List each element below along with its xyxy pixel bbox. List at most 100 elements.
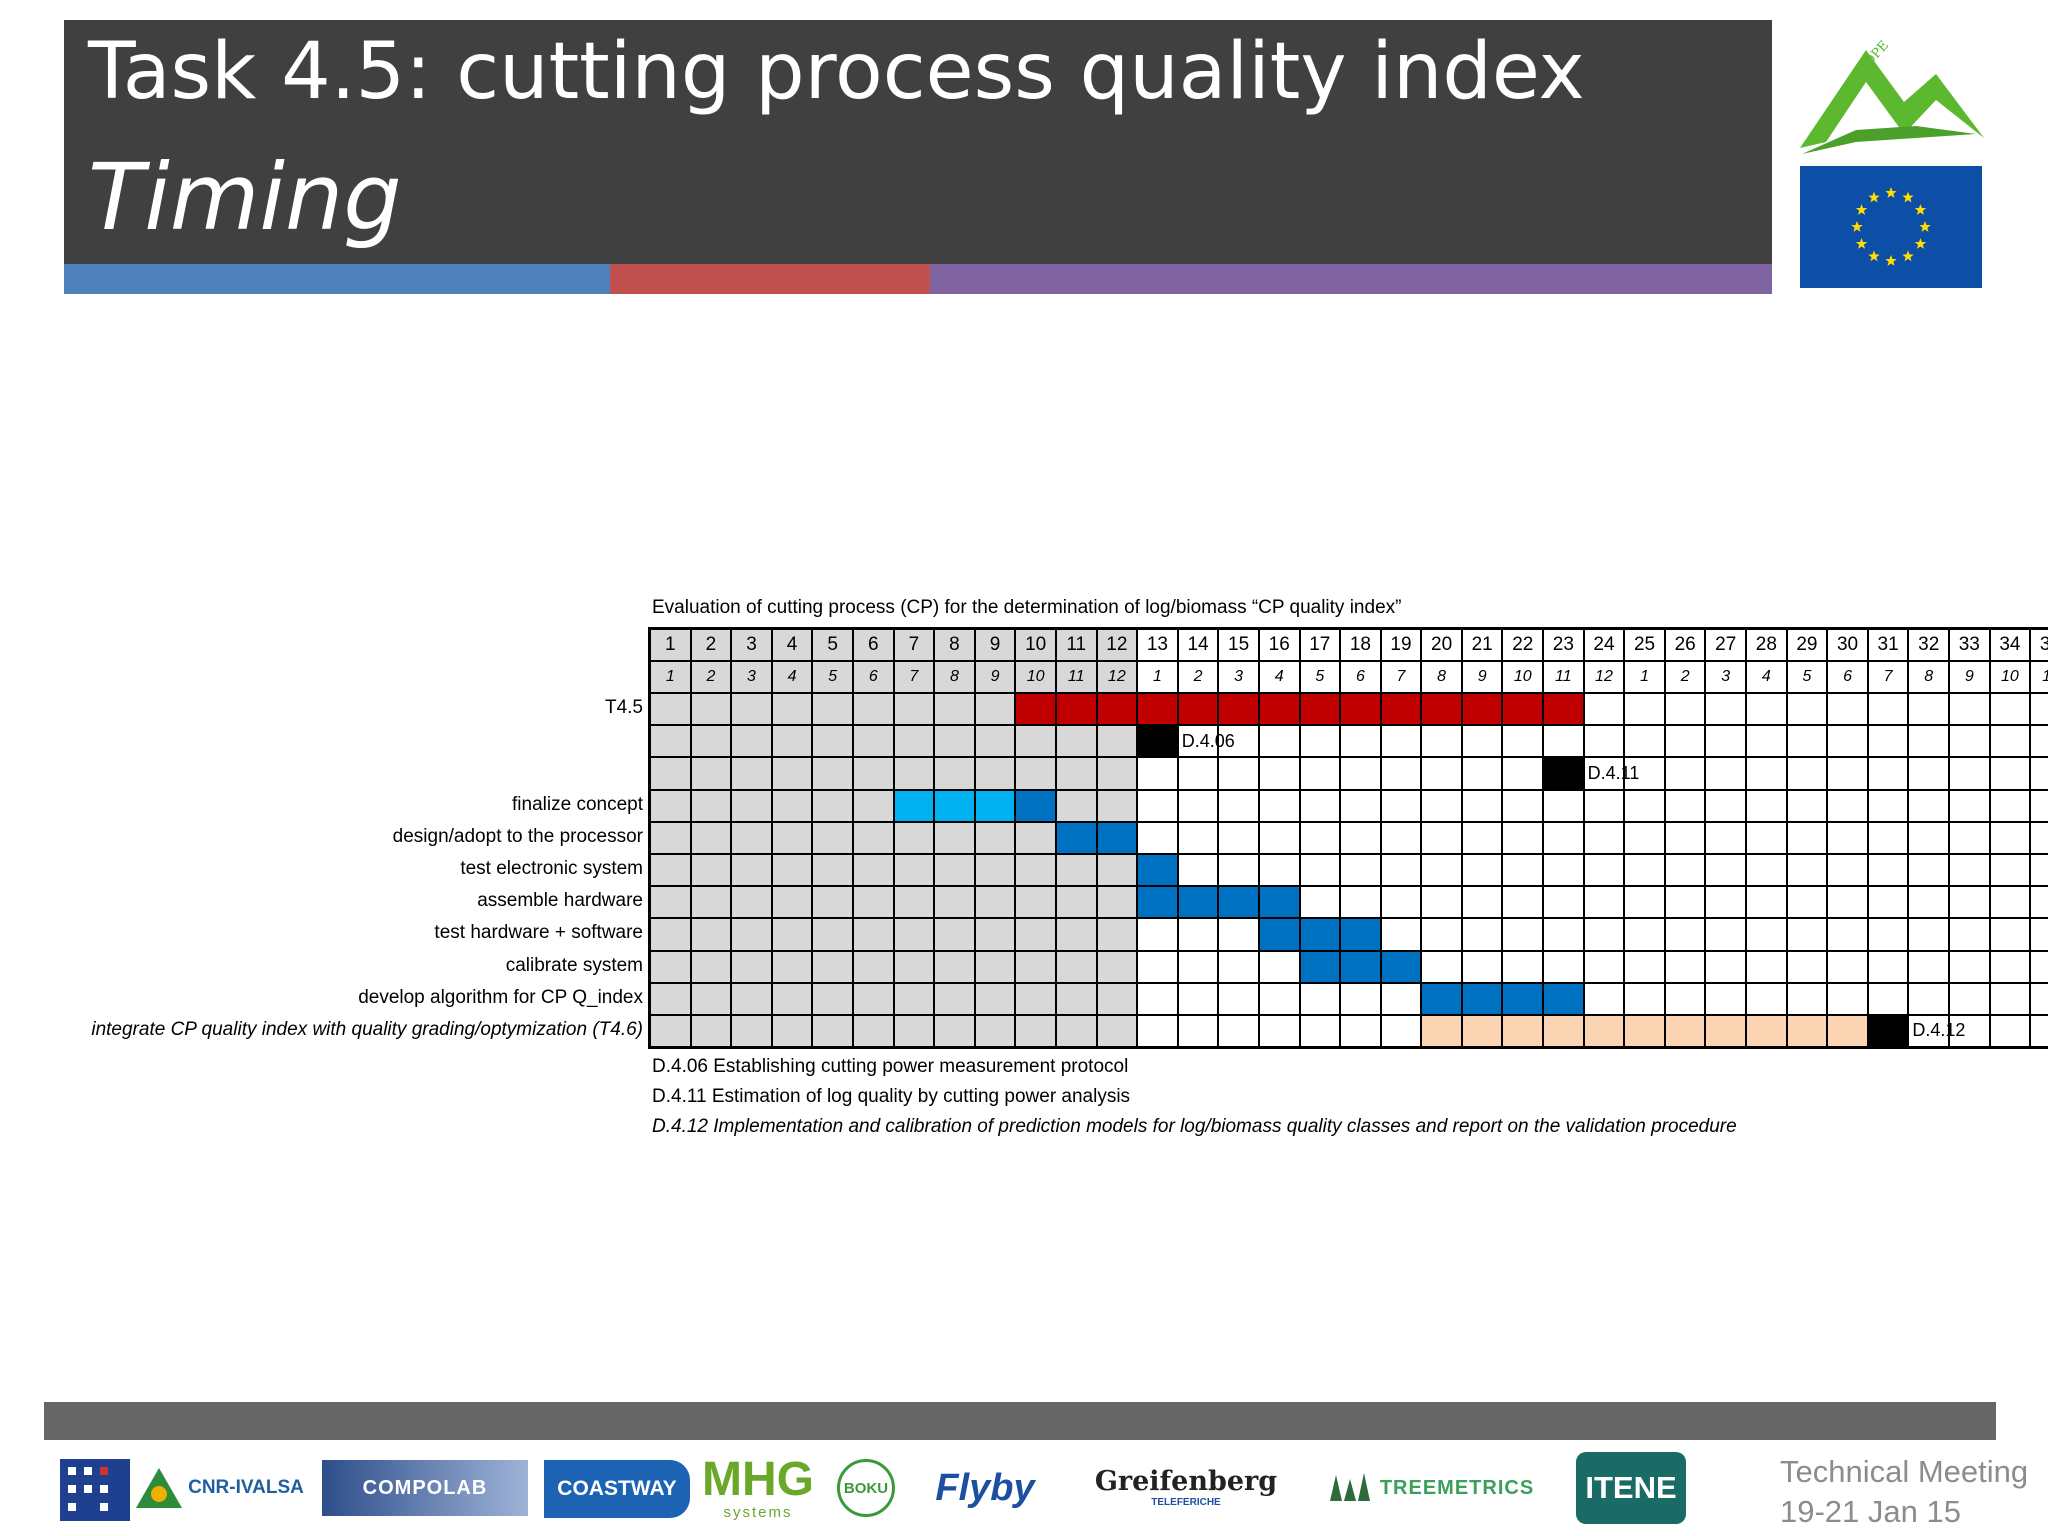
gantt-cell bbox=[1909, 919, 1948, 950]
gantt-cell bbox=[1584, 854, 1624, 886]
gantt-cell bbox=[691, 951, 731, 982]
gantt-cell bbox=[935, 983, 974, 1014]
gantt-cell bbox=[1909, 790, 1948, 821]
gantt-cell bbox=[1625, 983, 1664, 1014]
gantt-bar-red bbox=[1178, 694, 1218, 725]
gantt-cell bbox=[732, 983, 771, 1014]
month-of-year-header: 8 bbox=[1909, 662, 1948, 692]
gantt-cell bbox=[1097, 919, 1137, 950]
gantt-bar-blue bbox=[1341, 919, 1380, 950]
gantt-cell bbox=[1381, 919, 1421, 950]
compolab-logo: COMPOLAB bbox=[322, 1460, 528, 1516]
gantt-bar-blue bbox=[1259, 919, 1299, 950]
gantt-cell bbox=[1138, 758, 1177, 789]
gantt-cell bbox=[1665, 790, 1705, 821]
month-of-year-header: 6 bbox=[1828, 662, 1867, 692]
gantt-cell bbox=[1138, 790, 1177, 821]
month-of-year-header: 2 bbox=[691, 662, 731, 692]
gantt-cell bbox=[1381, 854, 1421, 886]
gantt-cell bbox=[1787, 726, 1827, 757]
gantt-cell bbox=[1706, 919, 1746, 950]
gantt-bar-blue bbox=[1138, 854, 1177, 886]
gantt-cell bbox=[1625, 694, 1664, 725]
gantt-cell bbox=[1544, 822, 1583, 853]
gantt-cell bbox=[813, 694, 852, 725]
gantt-cell bbox=[651, 790, 690, 821]
month-number-header: 29 bbox=[1787, 630, 1827, 660]
gantt-cell bbox=[894, 726, 934, 757]
month-of-year-header: 8 bbox=[935, 662, 974, 692]
gantt-cell bbox=[1909, 694, 1948, 725]
gantt-cell bbox=[1056, 758, 1096, 789]
gantt-cell bbox=[691, 854, 731, 886]
gantt-cell bbox=[1056, 726, 1096, 757]
month-of-year-header: 7 bbox=[1381, 662, 1421, 692]
gantt-cell bbox=[1625, 854, 1664, 886]
gantt-cell bbox=[2031, 822, 2048, 853]
eu-star-icon bbox=[1914, 238, 1927, 249]
eu-star-icon bbox=[1855, 204, 1868, 215]
gantt-cell bbox=[853, 854, 893, 886]
month-number-header: 21 bbox=[1462, 630, 1502, 660]
gantt-cell bbox=[1097, 983, 1137, 1014]
gantt-bar-peach bbox=[1828, 1015, 1867, 1047]
gantt-cell bbox=[935, 887, 974, 918]
gantt-cell bbox=[1747, 726, 1786, 757]
gantt-cell bbox=[1219, 822, 1258, 853]
gantt-row-label: design/adopt to the processor bbox=[392, 825, 643, 847]
gantt-bar-peach bbox=[1422, 1015, 1461, 1047]
gantt-cell bbox=[1625, 758, 1664, 789]
coastway-text: COASTWAY bbox=[557, 1477, 677, 1500]
gantt-cell bbox=[732, 694, 771, 725]
month-number-header: 24 bbox=[1584, 630, 1624, 660]
gantt-cell bbox=[1300, 758, 1340, 789]
gantt-bar-red bbox=[1300, 694, 1340, 725]
gantt-cell bbox=[813, 887, 852, 918]
gantt-bar-blue bbox=[1056, 822, 1096, 853]
gantt-bar-blue bbox=[1138, 887, 1177, 918]
gantt-cell bbox=[651, 983, 690, 1014]
month-number-header: 26 bbox=[1665, 630, 1705, 660]
gantt-cell bbox=[732, 919, 771, 950]
eu-star-icon bbox=[1902, 250, 1914, 262]
gantt-bar-red bbox=[1259, 694, 1299, 725]
gantt-cell bbox=[732, 887, 771, 918]
gantt-bar-peach bbox=[1503, 1015, 1543, 1047]
mhg-systems-text: systems bbox=[723, 1504, 793, 1521]
gantt-cell bbox=[1462, 822, 1502, 853]
gantt-cell bbox=[1625, 726, 1664, 757]
gantt-bar-blue bbox=[1097, 822, 1137, 853]
gantt-cell bbox=[1584, 790, 1624, 821]
treemetrics-text: TREEMETRICS bbox=[1379, 1476, 1535, 1499]
gantt-cell bbox=[1016, 951, 1055, 982]
gantt-cell bbox=[1706, 854, 1746, 886]
month-number-header: 11 bbox=[1056, 630, 1096, 660]
gantt-cell bbox=[1584, 983, 1624, 1014]
gantt-bar-peach bbox=[1706, 1015, 1746, 1047]
gantt-cell bbox=[1544, 887, 1583, 918]
gantt-cell bbox=[1747, 887, 1786, 918]
gantt-cell bbox=[651, 919, 690, 950]
gantt-cell bbox=[1706, 951, 1746, 982]
gantt-cell bbox=[813, 983, 852, 1014]
eu-stars-icon bbox=[1851, 187, 1931, 266]
slide-title: Task 4.5: cutting process quality index bbox=[88, 27, 1585, 117]
itene-text: ITENE bbox=[1585, 1470, 1677, 1505]
gantt-cell bbox=[1259, 1015, 1299, 1047]
stripe-blue bbox=[64, 264, 610, 294]
gantt-cell bbox=[1990, 790, 2030, 821]
gantt-cell bbox=[1138, 1015, 1177, 1047]
gantt-cell bbox=[894, 854, 934, 886]
gantt-row-label: calibrate system bbox=[505, 954, 643, 976]
gantt-cell bbox=[1178, 822, 1218, 853]
stripe-red bbox=[610, 264, 930, 294]
meeting-date: 19-21 Jan 15 bbox=[1780, 1494, 1961, 1529]
legend-item: D.4.06 Establishing cutting power measur… bbox=[652, 1056, 1129, 1077]
gantt-cell bbox=[1259, 822, 1299, 853]
gantt-cell bbox=[772, 854, 812, 886]
gantt-cell bbox=[853, 822, 893, 853]
gantt-cell bbox=[1462, 887, 1502, 918]
gantt-cell bbox=[772, 983, 812, 1014]
gantt-cell bbox=[691, 1015, 731, 1047]
gantt-cell bbox=[1868, 983, 1908, 1014]
